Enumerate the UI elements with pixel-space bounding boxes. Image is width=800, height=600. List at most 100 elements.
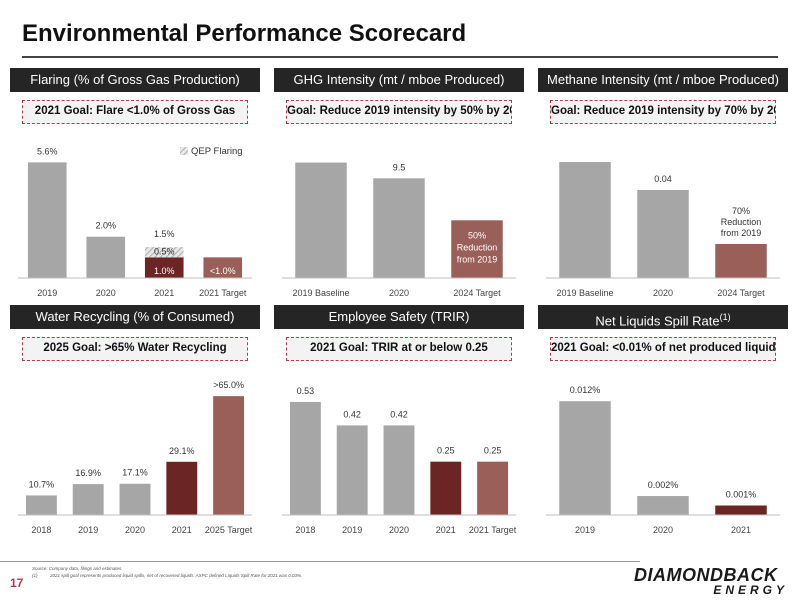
spill-bar-2 xyxy=(715,505,767,515)
safety-goal: 2021 Goal: TRIR at or below 0.25 xyxy=(286,337,512,361)
safety-bar-0 xyxy=(289,401,321,515)
spill-bar-0 xyxy=(559,401,611,515)
ghg-inside-label-1: Reduction xyxy=(457,242,498,252)
safety-xtick-1: 2019 xyxy=(342,525,362,535)
methane-above-label-2: from 2019 xyxy=(721,228,762,238)
safety-label-2: 0.42 xyxy=(390,409,408,419)
flaring-stack-label: 0.5% xyxy=(154,246,175,256)
safety-bar-4 xyxy=(477,461,509,515)
safety-bar-3 xyxy=(430,461,462,515)
flaring-xtick-2: 2021 xyxy=(154,288,174,298)
water-goal: 2025 Goal: >65% Water Recycling xyxy=(22,337,248,361)
water-bar-4 xyxy=(213,396,245,515)
safety-xtick-0: 2018 xyxy=(295,525,315,535)
water-label-1: 16.9% xyxy=(75,468,101,478)
methane-xtick-1: 2020 xyxy=(653,288,673,298)
spill-xtick-1: 2020 xyxy=(653,525,673,535)
safety-xtick-4: 2021 Target xyxy=(469,525,517,535)
methane-label-1: 0.04 xyxy=(654,174,672,184)
ghg-panel: GHG Intensity (mt / mboe Produced) Goal:… xyxy=(274,68,524,311)
ghg-xtick-2: 2024 Target xyxy=(453,288,501,298)
flaring-xtick-3: 2021 Target xyxy=(199,288,247,298)
safety-bar-1 xyxy=(336,425,368,515)
footer-rule xyxy=(0,561,640,562)
water-bar-1 xyxy=(72,484,104,515)
safety-xtick-3: 2021 xyxy=(436,525,456,535)
flaring-legend-label: QEP Flaring xyxy=(191,146,243,157)
methane-bar-0 xyxy=(559,162,611,278)
source-note: Source: Company data, filings and estima… xyxy=(32,566,123,571)
spill-chart-svg: 0.012% 2019 0.002% 2020 0.001% 2021 xyxy=(546,385,780,535)
spill-label-1: 0.002% xyxy=(648,480,679,490)
methane-goal: Goal: Reduce 2019 intensity by 70% by 20… xyxy=(550,100,776,124)
water-bar-2 xyxy=(119,483,151,515)
methane-chart: 2019 Baseline 0.04 2020 70% Reduction from 20… xyxy=(538,130,788,311)
footnote-marker: (1) xyxy=(32,573,38,578)
safety-chart: 0.53 2018 0.42 2019 0.42 2020 0.25 2021 0.25 2021… xyxy=(274,367,524,548)
water-label-4: >65.0% xyxy=(213,380,244,390)
ghg-label-1: 9.5 xyxy=(393,162,406,172)
page-title: Environmental Performance Scorecard xyxy=(22,20,467,47)
methane-header: Methane Intensity (mt / mboe Produced) xyxy=(538,68,788,92)
water-panel: Water Recycling (% of Consumed) 2025 Goa… xyxy=(10,305,260,548)
flaring-header: Flaring (% of Gross Gas Production) xyxy=(10,68,260,92)
flaring-chart: 5.6% 2019 2.0% 2020 0.5% 1.5% 1.0% 2021 <1.0% 202… xyxy=(10,130,260,311)
flaring-label-0: 5.6% xyxy=(37,146,58,156)
spill-header-footnote: (1) xyxy=(719,312,731,322)
title-rule xyxy=(22,56,778,58)
ghg-chart: 2019 Baseline 9.5 2020 50% Reduction from 201… xyxy=(274,130,524,311)
spill-xtick-0: 2019 xyxy=(575,525,595,535)
ghg-inside-label-2: from 2019 xyxy=(457,254,498,264)
flaring-label-3: <1.0% xyxy=(210,266,236,276)
flaring-bar-1 xyxy=(86,236,126,278)
spill-goal: 2021 Goal: <0.01% of net produced liquid… xyxy=(550,337,776,361)
water-xtick-3: 2021 xyxy=(172,525,192,535)
ghg-chart-svg: 2019 Baseline 9.5 2020 50% Reduction from 201… xyxy=(282,162,516,298)
methane-bar-2 xyxy=(715,244,767,278)
flaring-bar-0 xyxy=(27,162,67,278)
methane-panel: Methane Intensity (mt / mboe Produced) G… xyxy=(538,68,788,311)
water-chart: 10.7% 2018 16.9% 2019 17.1% 2020 29.1% 2021 >65.… xyxy=(10,367,260,548)
safety-label-4: 0.25 xyxy=(484,446,502,456)
spill-header-text: Net Liquids Spill Rate xyxy=(595,313,720,329)
flaring-chart-svg: 5.6% 2019 2.0% 2020 0.5% 1.5% 1.0% 2021 <1.0% 202… xyxy=(18,146,252,298)
flaring-total-label: 1.5% xyxy=(154,229,175,239)
safety-label-3: 0.25 xyxy=(437,446,455,456)
logo-line1: DIAMONDBACK xyxy=(634,565,778,585)
methane-above-label-1: Reduction xyxy=(721,217,762,227)
ghg-goal: Goal: Reduce 2019 intensity by 50% by 20… xyxy=(286,100,512,124)
safety-xtick-2: 2020 xyxy=(389,525,409,535)
flaring-bar-2 xyxy=(144,257,184,278)
methane-bar-1 xyxy=(637,190,689,278)
page-number: 17 xyxy=(10,576,24,590)
water-label-0: 10.7% xyxy=(29,479,55,489)
flaring-xtick-0: 2019 xyxy=(37,288,57,298)
water-xtick-1: 2019 xyxy=(78,525,98,535)
spill-label-2: 0.001% xyxy=(726,490,757,500)
spill-bar-1 xyxy=(637,496,689,515)
safety-bar-2 xyxy=(383,425,415,515)
flaring-legend-swatch xyxy=(180,147,188,155)
water-label-3: 29.1% xyxy=(169,446,195,456)
ghg-bar-2 xyxy=(451,220,503,278)
water-xtick-2: 2020 xyxy=(125,525,145,535)
safety-label-1: 0.42 xyxy=(343,409,361,419)
ghg-header: GHG Intensity (mt / mboe Produced) xyxy=(274,68,524,92)
ghg-bar-1 xyxy=(373,178,425,278)
logo-line2: ENERGY xyxy=(713,583,788,597)
flaring-label-2: 1.0% xyxy=(154,266,175,276)
water-xtick-0: 2018 xyxy=(31,525,51,535)
ghg-inside-label-0: 50% xyxy=(468,230,486,240)
safety-label-0: 0.53 xyxy=(297,386,315,396)
ghg-bar-0 xyxy=(295,162,347,278)
spill-panel: Net Liquids Spill Rate(1) 2021 Goal: <0.… xyxy=(538,305,788,548)
water-chart-svg: 10.7% 2018 16.9% 2019 17.1% 2020 29.1% 2021 >65.… xyxy=(18,380,253,535)
water-label-2: 17.1% xyxy=(122,468,148,478)
spill-header: Net Liquids Spill Rate(1) xyxy=(538,305,788,329)
ghg-xtick-0: 2019 Baseline xyxy=(292,288,349,298)
water-bar-0 xyxy=(25,495,57,515)
footnote-text: 2021 spill goal represents produced liqu… xyxy=(50,573,303,578)
footnote: (1) 2021 spill goal represents produced l… xyxy=(32,573,302,578)
methane-above-label-0: 70% xyxy=(732,206,750,216)
